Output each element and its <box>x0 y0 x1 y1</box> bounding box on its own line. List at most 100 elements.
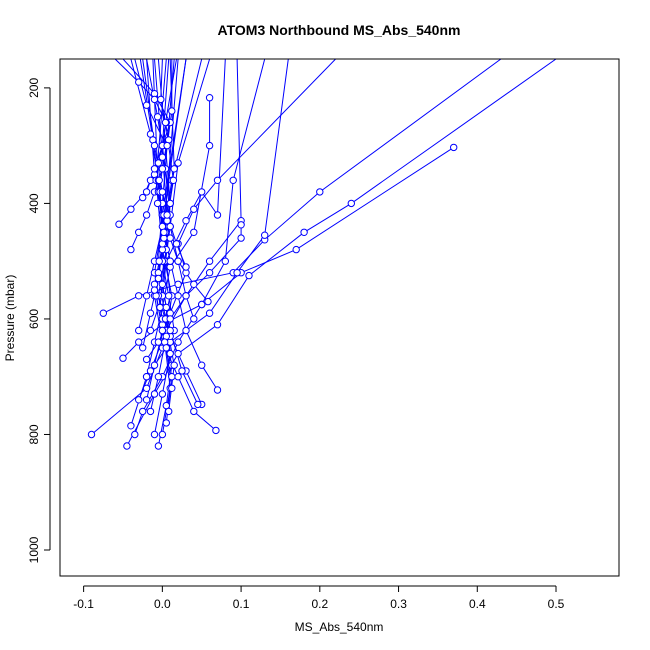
data-point <box>198 300 206 309</box>
data-point <box>150 141 159 150</box>
data-point <box>170 165 178 173</box>
data-point <box>142 396 151 404</box>
data-point <box>182 292 190 300</box>
data-point <box>300 228 308 237</box>
data-point <box>127 205 135 213</box>
data-point <box>261 231 269 239</box>
data-point <box>139 344 147 352</box>
data-point <box>150 165 159 173</box>
data-point <box>292 245 300 254</box>
data-point <box>174 292 182 300</box>
data-point <box>87 430 96 439</box>
data-point <box>233 269 241 277</box>
data-point <box>168 107 176 115</box>
y-tick-label: 1000 <box>27 536 41 563</box>
data-point <box>174 338 182 346</box>
data-point <box>347 199 355 208</box>
data-point <box>135 326 143 335</box>
plot-points <box>87 78 458 450</box>
data-point <box>204 297 212 306</box>
data-point <box>205 141 214 150</box>
data-point <box>213 211 222 219</box>
data-point <box>182 263 190 271</box>
x-tick-label: 0.0 <box>154 597 171 611</box>
data-point <box>158 280 167 288</box>
data-point <box>131 430 139 439</box>
data-point <box>205 309 214 317</box>
data-point <box>155 176 163 185</box>
data-point <box>174 280 182 288</box>
data-point <box>198 361 206 369</box>
y-axis: 200 400 600 800 1000 <box>27 78 51 563</box>
data-point <box>174 349 182 358</box>
data-point <box>146 326 155 335</box>
data-point <box>165 292 173 300</box>
x-tick-label: 0.3 <box>390 597 407 611</box>
plot-frame <box>59 58 620 577</box>
data-point <box>190 315 198 323</box>
x-axis-label: MS_Abs_540nm <box>295 620 384 634</box>
data-point <box>142 355 151 364</box>
data-point <box>127 422 135 430</box>
data-point <box>166 315 174 323</box>
y-tick-label: 600 <box>27 309 41 329</box>
data-point <box>182 217 190 225</box>
data-point <box>168 373 176 381</box>
data-point <box>154 442 163 450</box>
data-point <box>190 407 198 416</box>
data-point <box>150 390 159 398</box>
data-point <box>237 234 245 242</box>
data-point <box>158 326 167 335</box>
data-point <box>212 426 220 435</box>
data-point <box>162 419 171 427</box>
data-point <box>174 159 182 167</box>
x-tick-label: -0.1 <box>73 597 94 611</box>
data-point <box>142 211 151 219</box>
data-point <box>166 222 174 231</box>
x-axis: -0.1 0.0 0.1 0.2 0.3 0.4 0.5 <box>73 585 565 611</box>
data-point <box>168 384 176 392</box>
series-line <box>134 59 266 435</box>
data-point <box>119 354 127 362</box>
data-point <box>146 407 155 416</box>
data-point <box>142 188 151 196</box>
data-point <box>142 292 151 300</box>
y-tick-label: 800 <box>27 424 41 444</box>
data-point <box>99 309 108 317</box>
x-tick-label: 0.2 <box>311 597 328 611</box>
data-point <box>156 303 164 312</box>
data-point <box>174 257 182 265</box>
data-point <box>142 384 151 392</box>
data-point <box>150 361 159 369</box>
data-point <box>154 274 163 283</box>
chart-title: ATOM3 Northbound MS_Abs_540nm <box>218 22 461 38</box>
data-point <box>135 292 143 300</box>
data-point <box>150 95 159 104</box>
data-point <box>158 188 167 196</box>
data-point <box>161 118 170 127</box>
data-point <box>205 257 214 265</box>
data-point <box>165 407 173 416</box>
data-point <box>146 367 155 375</box>
data-point <box>158 165 167 173</box>
x-tick-label: 0.5 <box>548 597 565 611</box>
data-point <box>139 407 147 416</box>
data-point <box>169 176 178 185</box>
data-point <box>162 344 171 352</box>
data-point <box>194 400 202 409</box>
x-tick-label: 0.4 <box>469 597 486 611</box>
data-point <box>135 78 143 86</box>
data-point <box>172 240 181 248</box>
data-point <box>245 271 253 280</box>
data-point <box>158 390 167 398</box>
data-point <box>123 442 131 450</box>
x-tick-label: 0.1 <box>233 597 250 611</box>
data-point <box>178 367 186 375</box>
data-point <box>213 176 222 185</box>
data-point <box>213 386 222 394</box>
data-point <box>154 338 163 346</box>
data-point <box>162 303 171 312</box>
data-point <box>190 280 198 288</box>
data-point <box>163 211 171 219</box>
data-point <box>115 220 123 228</box>
